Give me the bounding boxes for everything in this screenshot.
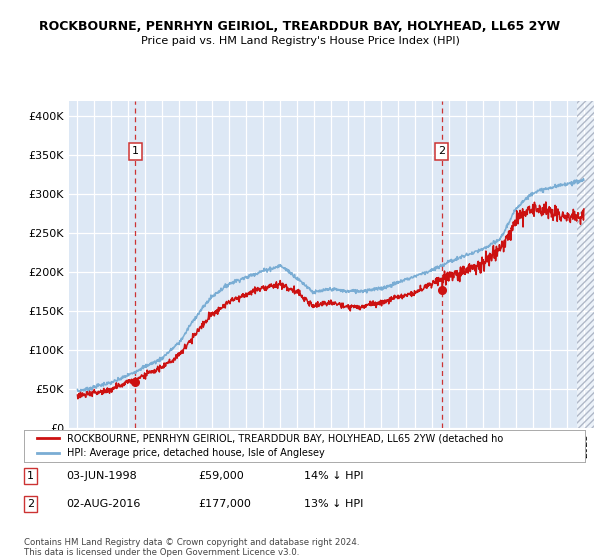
- Text: 13% ↓ HPI: 13% ↓ HPI: [305, 500, 364, 509]
- Legend: ROCKBOURNE, PENRHYN GEIRIOL, TREARDDUR BAY, HOLYHEAD, LL65 2YW (detached ho, HPI: ROCKBOURNE, PENRHYN GEIRIOL, TREARDDUR B…: [32, 428, 509, 464]
- Text: ROCKBOURNE, PENRHYN GEIRIOL, TREARDDUR BAY, HOLYHEAD, LL65 2YW: ROCKBOURNE, PENRHYN GEIRIOL, TREARDDUR B…: [40, 20, 560, 32]
- Text: 02-AUG-2016: 02-AUG-2016: [66, 500, 140, 509]
- Bar: [577, 101, 594, 428]
- Text: £59,000: £59,000: [198, 471, 244, 480]
- Text: 1: 1: [27, 471, 34, 480]
- Text: £177,000: £177,000: [198, 500, 251, 509]
- Text: Price paid vs. HM Land Registry's House Price Index (HPI): Price paid vs. HM Land Registry's House …: [140, 36, 460, 46]
- Text: 2: 2: [438, 147, 445, 156]
- Text: 1: 1: [131, 147, 139, 156]
- Text: Contains HM Land Registry data © Crown copyright and database right 2024.
This d: Contains HM Land Registry data © Crown c…: [24, 538, 359, 557]
- Bar: [577, 101, 594, 428]
- Text: 03-JUN-1998: 03-JUN-1998: [66, 471, 137, 480]
- Text: 14% ↓ HPI: 14% ↓ HPI: [305, 471, 364, 480]
- Text: 2: 2: [27, 500, 34, 509]
